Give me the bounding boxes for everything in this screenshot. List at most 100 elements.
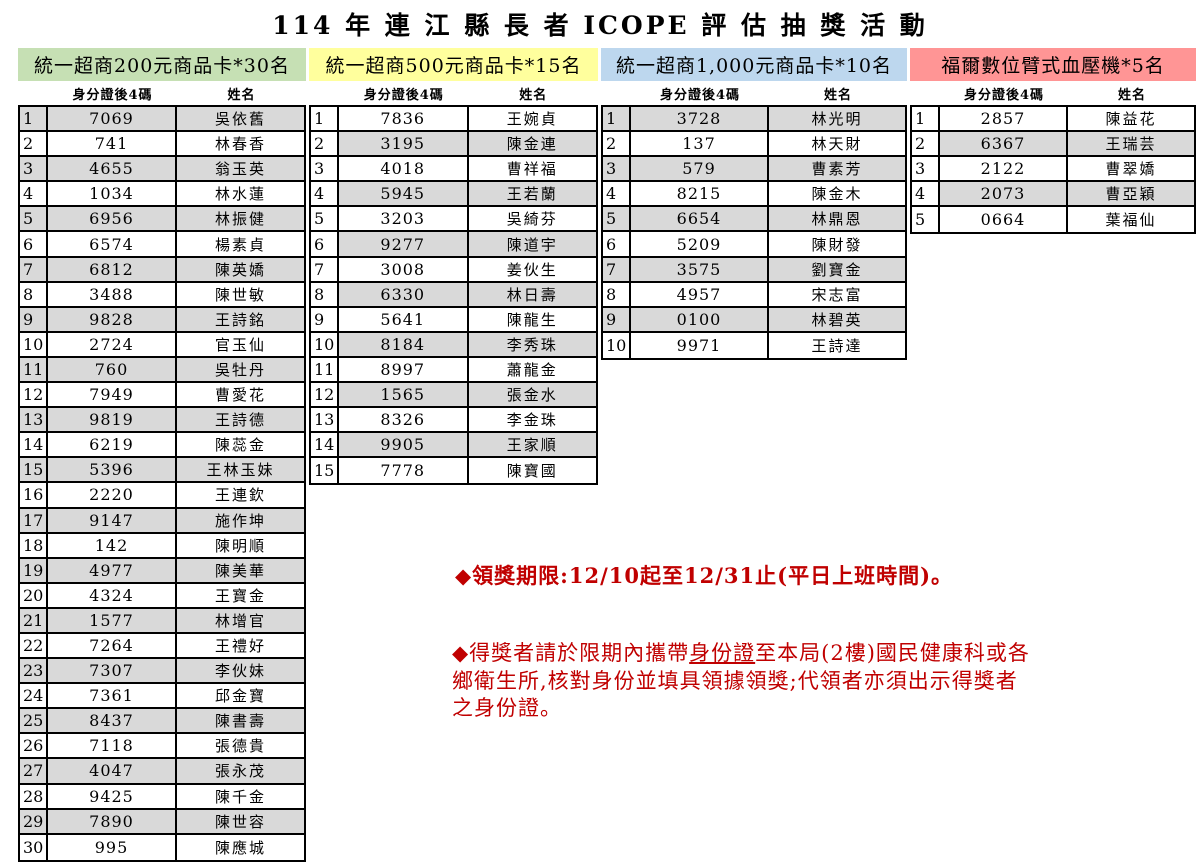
table-row: 2 3195 陳金連 bbox=[311, 132, 596, 158]
column-header-name: 姓名 bbox=[519, 87, 548, 103]
table-row: 9 0100 林碧英 bbox=[603, 307, 905, 333]
winner-id-last4: 7069 bbox=[48, 107, 177, 131]
winner-name: 李伙妹 bbox=[177, 659, 304, 683]
winner-name: 曹愛花 bbox=[214, 386, 266, 405]
table-row: 30 995 陳應城 bbox=[20, 834, 304, 860]
winner-name: 曹祥福 bbox=[506, 160, 558, 179]
winner-name: 曹素芳 bbox=[769, 157, 905, 181]
table-row: 24 7361 邱金寶 bbox=[20, 684, 304, 710]
winner-name: 陳蕊金 bbox=[214, 436, 266, 455]
winner-name: 陳道宇 bbox=[468, 232, 596, 256]
table-row: 16 2220 王連欽 bbox=[20, 483, 304, 509]
winner-name: 吳牡丹 bbox=[177, 357, 304, 382]
winner-name: 林碧英 bbox=[769, 307, 905, 331]
table-row: 14 6219 陳蕊金 bbox=[20, 433, 304, 459]
winner-id-last4: 3575 bbox=[631, 257, 769, 281]
table-row: 10 9971 王詩達 bbox=[603, 332, 905, 358]
winner-id-last4: 4324 bbox=[48, 583, 177, 607]
table-row: 22 7264 王禮好 bbox=[20, 633, 304, 660]
winner-id-last4: 1577 bbox=[48, 608, 177, 632]
table-row: 2 137 林天財 bbox=[603, 132, 905, 158]
table-row: 1 2857 陳益花 bbox=[912, 107, 1194, 133]
winner-id-last4: 2073 bbox=[940, 182, 1068, 206]
winner-rank: 10 bbox=[20, 332, 48, 356]
winner-id-last4: 9828 bbox=[48, 307, 177, 331]
winner-name: 李秀珠 bbox=[468, 332, 596, 356]
table-row: 7 3008 姜伙生 bbox=[311, 257, 596, 283]
winner-rank: 2 bbox=[603, 132, 631, 156]
winner-name: 李金珠 bbox=[506, 411, 558, 430]
winner-name: 曹翠嬌 bbox=[1105, 160, 1157, 179]
winner-id-last4: 8184 bbox=[339, 332, 469, 356]
winner-name: 陳千金 bbox=[214, 787, 266, 806]
winner-rank: 4 bbox=[603, 182, 631, 206]
winner-name: 林天財 bbox=[811, 135, 863, 154]
table-row: 18 142 陳明順 bbox=[20, 533, 304, 559]
winner-rank: 8 bbox=[311, 282, 339, 306]
table-row: 27 4047 張永茂 bbox=[20, 759, 304, 785]
winner-name: 陳金連 bbox=[468, 132, 596, 156]
winner-rank: 29 bbox=[20, 809, 48, 833]
winner-id-last4: 6956 bbox=[48, 207, 177, 231]
table-row: 19 4977 陳美華 bbox=[20, 558, 304, 584]
prize-band: 統一超商500元商品卡*15名 bbox=[309, 48, 598, 81]
table-row: 3 4018 曹祥福 bbox=[311, 157, 596, 183]
winners-table: 1 3728 林光明 2 137 林天財 3 579 曹素芳 4 8215 陳金木 5 6654 林鼎恩 6 5… bbox=[601, 105, 907, 360]
winner-id-last4: 7307 bbox=[48, 659, 177, 683]
winner-name: 宋志富 bbox=[811, 285, 863, 304]
winner-rank: 5 bbox=[603, 207, 631, 231]
table-row: 4 8215 陳金木 bbox=[603, 182, 905, 208]
winner-name: 官玉仙 bbox=[214, 335, 266, 354]
winner-rank: 11 bbox=[20, 357, 48, 382]
winner-rank: 1 bbox=[311, 107, 339, 131]
winner-rank: 6 bbox=[20, 232, 48, 256]
column-header-id: 身分證後4碼 bbox=[72, 87, 153, 103]
winner-id-last4: 3203 bbox=[339, 207, 469, 231]
winner-name: 林春香 bbox=[214, 135, 266, 154]
winner-id-last4: 4018 bbox=[339, 157, 469, 181]
winner-name: 王禮好 bbox=[214, 637, 266, 656]
winner-id-last4: 7890 bbox=[48, 809, 177, 833]
winner-rank: 1 bbox=[912, 107, 940, 131]
table-row: 15 5396 王林玉妹 bbox=[20, 458, 304, 484]
winner-name: 陳金木 bbox=[811, 185, 863, 204]
winner-rank: 8 bbox=[20, 282, 48, 306]
winner-id-last4: 6219 bbox=[48, 433, 177, 457]
column-headers: 身分證後4碼 姓名 bbox=[910, 81, 1196, 105]
winner-name: 陳財發 bbox=[811, 235, 863, 254]
claim-note-prefix: ◆得獎者請於限期內攜帶 bbox=[452, 641, 690, 665]
winner-rank: 26 bbox=[20, 734, 48, 758]
winner-id-last4: 760 bbox=[48, 357, 177, 382]
winner-name: 林增官 bbox=[177, 608, 304, 632]
winner-rank: 18 bbox=[20, 533, 48, 557]
winner-rank: 21 bbox=[20, 608, 48, 632]
table-row: 8 4957 宋志富 bbox=[603, 282, 905, 308]
winner-rank: 7 bbox=[603, 257, 631, 281]
table-row: 4 2073 曹亞穎 bbox=[912, 182, 1194, 208]
winner-name: 陳益花 bbox=[1105, 110, 1157, 129]
winner-rank: 27 bbox=[20, 759, 48, 783]
winner-rank: 10 bbox=[311, 332, 339, 356]
winner-id-last4: 137 bbox=[631, 132, 769, 156]
winner-name: 施作坤 bbox=[177, 508, 304, 532]
winner-rank: 10 bbox=[603, 332, 631, 358]
winner-id-last4: 8326 bbox=[339, 408, 469, 432]
winner-id-last4: 7778 bbox=[339, 458, 469, 484]
winner-id-last4: 3195 bbox=[339, 132, 469, 156]
table-row: 21 1577 林增官 bbox=[20, 608, 304, 634]
winner-rank: 13 bbox=[311, 408, 339, 432]
winner-rank: 3 bbox=[20, 157, 48, 181]
winner-id-last4: 9277 bbox=[339, 232, 469, 256]
winner-name: 王連欽 bbox=[214, 486, 266, 505]
table-row: 6 6574 楊素貞 bbox=[20, 232, 304, 258]
winner-rank: 7 bbox=[311, 257, 339, 281]
winner-name: 王詩德 bbox=[177, 408, 304, 432]
winner-id-last4: 7361 bbox=[48, 684, 177, 708]
winner-id-last4: 3008 bbox=[339, 257, 469, 281]
table-row: 20 4324 王寶金 bbox=[20, 583, 304, 609]
winner-id-last4: 2220 bbox=[48, 483, 177, 507]
winner-id-last4: 3728 bbox=[631, 107, 769, 131]
winner-id-last4: 0100 bbox=[631, 307, 769, 331]
winner-id-last4: 6574 bbox=[48, 232, 177, 256]
winner-id-last4: 5396 bbox=[48, 458, 177, 482]
